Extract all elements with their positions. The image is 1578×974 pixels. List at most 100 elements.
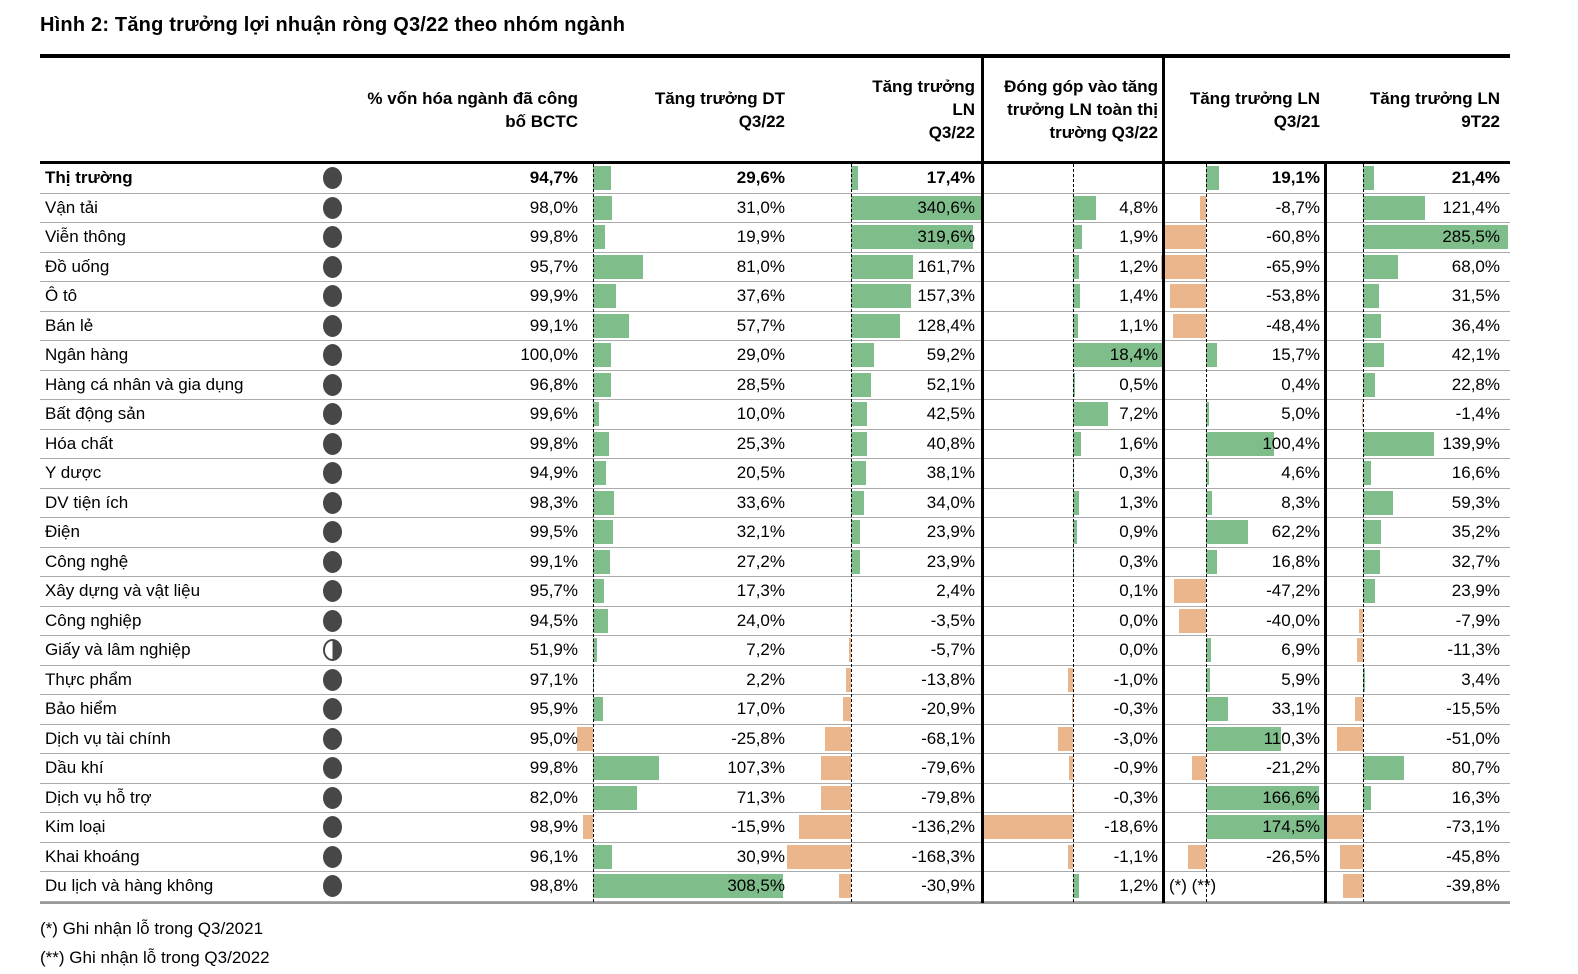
dt-bar <box>593 638 598 662</box>
ln-bar <box>798 815 851 839</box>
coverage-cell: 100,0% <box>352 341 593 370</box>
contrib-cell: -0,3% <box>982 695 1163 724</box>
coverage-value: 51,9% <box>529 640 578 660</box>
ln-cell: 52,1% <box>851 371 982 400</box>
zero-axis-dashed-line <box>1073 164 1074 902</box>
t922-bar <box>1363 579 1376 603</box>
harvey-ball-icon <box>322 786 342 809</box>
contrib-bar <box>1073 874 1079 898</box>
contrib-bar <box>1073 372 1076 397</box>
t922-value: -51,0% <box>1446 728 1500 748</box>
ln-value: 157,3% <box>917 286 975 306</box>
q321-cell: 15,7% <box>1163 341 1325 370</box>
ln-value: 38,1% <box>926 463 975 483</box>
coverage-value: 99,1% <box>529 551 578 571</box>
t922-value: 32,7% <box>1451 551 1500 571</box>
zero-axis-dashed-line <box>851 164 852 902</box>
harvey-ball-icon <box>322 757 342 780</box>
harvey-ball-icon <box>322 196 342 219</box>
coverage-cell <box>312 282 352 311</box>
t922-value: 59,3% <box>1451 492 1500 512</box>
table-row: Viễn thông 99,8% 19,9% 319,6% 1,9% -60,8% 285,… <box>40 223 1510 253</box>
table-row: Kim loại 98,9% -15,9% -136,2% -18,6% 174,5% -7… <box>40 813 1510 843</box>
dt-value: 2,2% <box>746 669 785 689</box>
industry-name: Ô tô <box>45 286 78 306</box>
q321-value: 33,1% <box>1271 699 1320 719</box>
q321-bar <box>1188 844 1206 869</box>
ln-cell: -5,7% <box>848 636 982 665</box>
harvey-ball-icon <box>322 373 342 396</box>
ln-cell: -30,9% <box>839 872 982 901</box>
q321-bar <box>1206 638 1211 662</box>
t922-cell: 16,6% <box>1325 459 1510 488</box>
contrib-value: 7,2% <box>1119 404 1158 424</box>
table-row: Dịch vụ tài chính 95,0% -25,8% -68,1% -3,0% 1… <box>40 725 1510 754</box>
table-row: Hóa chất 99,8% 25,3% 40,8% 1,6% 100,4% 139,9% <box>40 430 1510 459</box>
ln-value: 52,1% <box>926 374 975 394</box>
dt-cell: 107,3% <box>593 754 851 783</box>
ln-bar <box>851 284 912 308</box>
q321-cell: -65,9% <box>1161 253 1325 282</box>
q321-cell: 8,3% <box>1163 489 1325 518</box>
t922-cell: 23,9% <box>1325 577 1510 606</box>
dt-bar <box>593 166 612 190</box>
harvey-ball-icon <box>322 609 342 632</box>
ln-cell: 340,6% <box>851 194 982 223</box>
ln-cell: -20,9% <box>843 695 982 724</box>
q321-value: -47,2% <box>1266 581 1320 601</box>
ln-bar <box>843 697 851 721</box>
t922-bar <box>1363 549 1380 574</box>
contrib-bar <box>1073 225 1083 249</box>
contrib-bar <box>1073 254 1079 279</box>
coverage-cell: 82,0% <box>352 784 593 813</box>
coverage-value: 99,8% <box>529 227 578 247</box>
contrib-cell: -18,6% <box>982 813 1163 842</box>
q321-bar <box>1200 195 1206 220</box>
ln-bar <box>851 313 901 338</box>
dt-value: 17,3% <box>736 581 785 601</box>
q321-cell: -26,5% <box>1163 843 1325 872</box>
dt-cell: 24,0% <box>593 607 851 636</box>
coverage-cell: 98,0% <box>352 194 593 223</box>
ln-cell: -79,8% <box>820 784 982 813</box>
ln-cell: 59,2% <box>851 341 982 370</box>
q321-cell: 174,5% <box>1163 813 1325 842</box>
coverage-cell: 99,8% <box>352 754 593 783</box>
industry-growth-table: % vốn hóa ngành đã công bố BCTC Tăng trư… <box>40 54 1510 904</box>
ln-bar <box>849 608 851 633</box>
ln-value: 34,0% <box>926 492 975 512</box>
t922-value: 285,5% <box>1442 227 1500 247</box>
contrib-bar <box>1058 726 1073 751</box>
dt-value: 28,5% <box>736 374 785 394</box>
t922-bar <box>1325 815 1363 839</box>
dt-cell: 17,0% <box>593 695 851 724</box>
dt-bar <box>593 313 629 338</box>
dt-value: 308,5% <box>727 876 785 896</box>
industry-name: DV tiện ích <box>45 492 129 512</box>
dt-cell: 33,6% <box>593 489 851 518</box>
industry-name: Ngân hàng <box>45 345 129 365</box>
coverage-cell: 98,3% <box>352 489 593 518</box>
dt-value: 81,0% <box>736 256 785 276</box>
q321-bar <box>1206 490 1212 515</box>
coverage-cell <box>312 164 352 193</box>
coverage-value: 95,0% <box>529 728 578 748</box>
harvey-ball-icon <box>322 580 342 603</box>
t922-bar <box>1363 343 1385 367</box>
contrib-value: 0,3% <box>1119 463 1158 483</box>
coverage-cell <box>312 223 352 252</box>
ln-bar <box>851 490 864 515</box>
ln-cell: -79,6% <box>820 754 982 783</box>
coverage-cell: 95,0% <box>352 725 593 754</box>
q321-value: 6,9% <box>1281 640 1320 660</box>
t922-cell: -51,0% <box>1325 725 1510 754</box>
dt-cell: 28,5% <box>593 371 851 400</box>
coverage-cell: 96,1% <box>352 843 593 872</box>
zero-axis-dashed-line <box>1363 164 1364 902</box>
harvey-ball-icon <box>322 403 342 426</box>
coverage-value: 99,8% <box>529 433 578 453</box>
coverage-cell <box>312 843 352 872</box>
industry-name: Hóa chất <box>45 433 114 453</box>
dt-cell: 17,3% <box>593 577 851 606</box>
ln-bar <box>845 667 851 692</box>
